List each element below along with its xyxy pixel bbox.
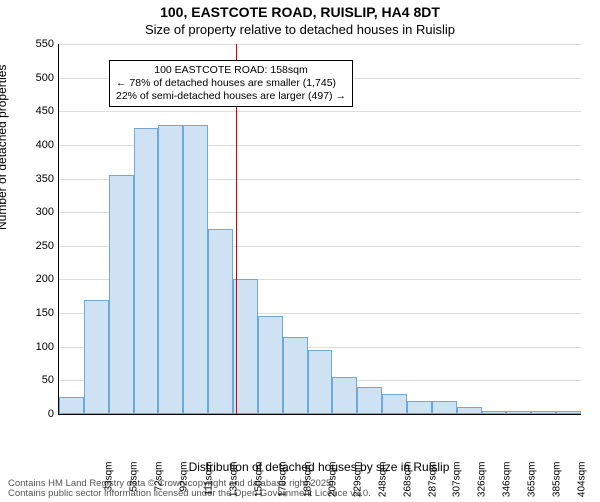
ytick-label: 400 (14, 139, 54, 151)
xtick-label: 365sqm (527, 462, 538, 502)
histogram-bar (183, 125, 208, 414)
xtick-label: 170sqm (278, 462, 289, 502)
ytick-label: 500 (14, 72, 54, 84)
xtick-label: 209sqm (328, 462, 339, 502)
xtick-label: 268sqm (402, 462, 413, 502)
ytick-label: 450 (14, 105, 54, 117)
histogram-bar (308, 350, 333, 414)
xtick-label: 326sqm (477, 462, 488, 502)
info-box: 100 EASTCOTE ROAD: 158sqm← 78% of detach… (109, 60, 353, 107)
chart-title: 100, EASTCOTE ROAD, RUISLIP, HA4 8DT (0, 4, 600, 20)
histogram-bar (482, 411, 507, 414)
histogram-bar (208, 229, 233, 414)
ytick-label: 200 (14, 273, 54, 285)
info-box-line1: 100 EASTCOTE ROAD: 158sqm (116, 64, 346, 77)
info-box-line2: ← 78% of detached houses are smaller (1,… (116, 77, 346, 90)
histogram-bar (134, 128, 159, 414)
xtick-label: 248sqm (377, 462, 388, 502)
histogram-bar (382, 394, 407, 414)
histogram-bar (531, 411, 556, 414)
histogram-bar (158, 125, 183, 414)
histogram-bar (332, 377, 357, 414)
info-box-line3: 22% of semi-detached houses are larger (… (116, 90, 346, 103)
gridline (59, 44, 581, 45)
ytick-label: 100 (14, 341, 54, 353)
y-axis-title: Number of detached properties (0, 65, 9, 230)
histogram-bar (258, 316, 283, 414)
xtick-label: 404sqm (576, 462, 587, 502)
xtick-label: 385sqm (551, 462, 562, 502)
histogram-bar (59, 397, 84, 414)
ytick-label: 250 (14, 240, 54, 252)
xtick-label: 229sqm (353, 462, 364, 502)
gridline (59, 111, 581, 112)
histogram-bar (283, 337, 308, 414)
ytick-label: 550 (14, 38, 54, 50)
histogram-bar (109, 175, 134, 414)
histogram-bar (407, 401, 432, 414)
xtick-label: 33sqm (104, 462, 115, 502)
histogram-bar (357, 387, 382, 414)
ytick-label: 50 (14, 374, 54, 386)
xtick-label: 189sqm (303, 462, 314, 502)
xtick-label: 150sqm (253, 462, 264, 502)
xtick-label: 92sqm (179, 462, 190, 502)
ytick-label: 0 (14, 408, 54, 420)
histogram-bar (84, 300, 109, 414)
ytick-label: 300 (14, 206, 54, 218)
histogram-bar (457, 407, 482, 414)
plot-area: 100 EASTCOTE ROAD: 158sqm← 78% of detach… (58, 44, 581, 415)
xtick-label: 72sqm (154, 462, 165, 502)
histogram-bar (432, 401, 457, 414)
xtick-label: 287sqm (427, 462, 438, 502)
ytick-label: 150 (14, 307, 54, 319)
histogram-bar (556, 411, 581, 414)
ytick-label: 350 (14, 173, 54, 185)
xtick-label: 307sqm (452, 462, 463, 502)
chart-subtitle: Size of property relative to detached ho… (0, 22, 600, 37)
xtick-label: 346sqm (502, 462, 513, 502)
xtick-label: 53sqm (129, 462, 140, 502)
xtick-label: 111sqm (203, 462, 214, 502)
xtick-label: 131sqm (228, 462, 239, 502)
histogram-bar (506, 411, 531, 414)
